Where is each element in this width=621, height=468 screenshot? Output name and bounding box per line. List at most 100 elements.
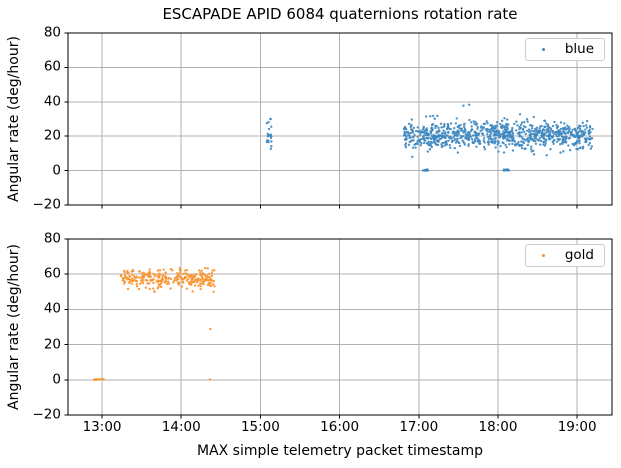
scatter-point (407, 133, 410, 136)
scatter-point (444, 141, 447, 144)
scatter-point (172, 281, 175, 284)
scatter-point (408, 136, 411, 140)
scatter-point (567, 137, 570, 140)
scatter-point (429, 115, 432, 118)
scatter-point (199, 274, 202, 277)
scatter-point (457, 124, 461, 128)
scatter-point (530, 126, 534, 130)
scatter-point (511, 132, 515, 135)
scatter-point (476, 137, 479, 140)
scatter-point (542, 128, 545, 131)
scatter-point (503, 168, 507, 172)
scatter-point (523, 130, 526, 133)
scatter-point (446, 125, 450, 128)
scatter-point (169, 277, 173, 281)
scatter-point (97, 378, 100, 381)
scatter-point (499, 144, 502, 148)
scatter-point (472, 120, 475, 123)
scatter-point (511, 126, 514, 130)
scatter-point (403, 133, 406, 137)
scatter-point (129, 278, 132, 282)
scatter-point (178, 268, 182, 272)
scatter-point (537, 131, 540, 134)
scatter-point (485, 120, 488, 123)
scatter-point (474, 139, 477, 143)
scatter-point (470, 128, 474, 131)
scatter-point (481, 132, 484, 135)
scatter-point (520, 131, 524, 134)
scatter-point (527, 136, 530, 140)
legend-blue: blue (525, 38, 605, 61)
scatter-point (448, 144, 451, 147)
scatter-point (132, 279, 135, 282)
scatter-point (520, 146, 524, 150)
scatter-point (519, 123, 523, 127)
scatter-point (130, 282, 133, 285)
scatter-point (198, 282, 202, 285)
scatter-point (555, 140, 559, 143)
scatter-point (581, 135, 584, 138)
scatter-point (496, 143, 499, 146)
scatter-point (508, 139, 512, 142)
scatter-point (473, 130, 476, 134)
scatter-point (555, 135, 559, 138)
scatter-point (200, 275, 204, 279)
scatter-point (520, 135, 523, 139)
scatter-point (458, 144, 462, 148)
x-tick-label: 13:00 (82, 419, 122, 435)
scatter-point (575, 147, 578, 151)
scatter-point (148, 268, 151, 271)
scatter-point (573, 135, 577, 138)
scatter-point (161, 273, 165, 276)
scatter-point (518, 113, 522, 116)
scatter-point (419, 133, 422, 136)
scatter-point (162, 268, 165, 271)
scatter-point (552, 139, 555, 143)
scatter-point (270, 140, 273, 143)
scatter-point (579, 146, 582, 149)
scatter-series-blue (265, 103, 594, 172)
scatter-point (410, 139, 414, 142)
scatter-point (561, 127, 565, 130)
scatter-point (212, 279, 215, 283)
scatter-point (153, 290, 156, 293)
scatter-point (150, 279, 153, 282)
scatter-point (160, 280, 163, 283)
scatter-point (416, 126, 419, 129)
scatter-point (267, 127, 271, 131)
scatter-point (124, 276, 127, 279)
scatter-point (587, 143, 590, 147)
scatter-point (502, 151, 506, 154)
scatter-point (497, 140, 500, 143)
x-tick-label: 19:00 (557, 419, 597, 435)
scatter-point (561, 139, 565, 142)
scatter-point (138, 276, 141, 279)
scatter-point (495, 121, 499, 124)
scatter-point (209, 284, 213, 288)
scatter-point (487, 143, 490, 146)
scatter-point (587, 132, 590, 136)
scatter-point (209, 327, 212, 331)
scatter-point (416, 135, 419, 138)
scatter-point (471, 134, 475, 137)
scatter-point (196, 279, 199, 282)
scatter-point (423, 168, 427, 172)
scatter-point (478, 142, 481, 145)
scatter-point (415, 129, 418, 133)
scatter-point (588, 135, 592, 138)
scatter-point (470, 121, 473, 124)
scatter-point (504, 143, 507, 147)
scatter-point (185, 268, 189, 272)
scatter-point (444, 132, 447, 135)
scatter-point (173, 276, 177, 279)
scatter-point (210, 278, 213, 281)
scatter-point (433, 117, 436, 120)
scatter-point (566, 131, 569, 134)
scatter-point (266, 132, 269, 136)
scatter-point (163, 281, 166, 284)
scatter-point (158, 269, 162, 272)
y-tick-label: 80 (43, 24, 61, 41)
scatter-point (213, 285, 216, 288)
scatter-point (432, 114, 435, 118)
scatter-point (456, 137, 459, 140)
